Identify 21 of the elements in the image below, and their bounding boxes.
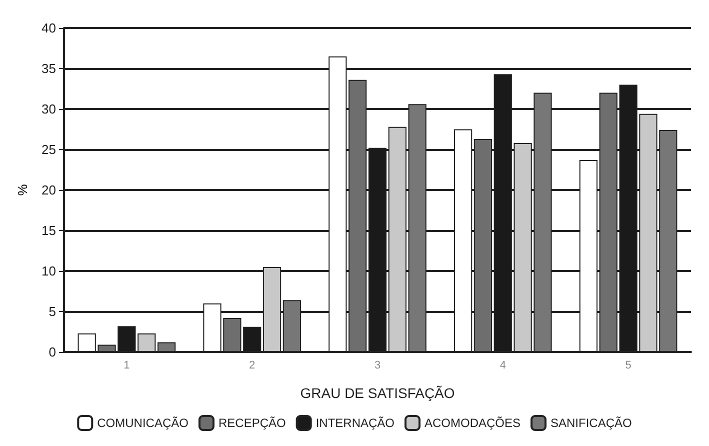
legend-label: COMUNICAÇÃO	[97, 416, 188, 430]
y-tick-label: 35	[42, 61, 56, 76]
legend-label: RECEPÇÃO	[218, 416, 286, 430]
y-tick-label: 30	[42, 102, 56, 116]
legend-label: SANIFICAÇÃO	[550, 416, 632, 430]
x-tick-label: 5	[625, 360, 632, 372]
legend-label: INTERNAÇÃO	[316, 416, 395, 430]
x-axis-title: GRAU DE SATISFAÇÃO	[300, 385, 455, 401]
x-tick-label: 2	[249, 360, 256, 372]
x-tick-label: 3	[374, 360, 381, 372]
y-tick-label: 15	[42, 223, 56, 238]
y-tick-label: 10	[42, 264, 56, 278]
y-tick-label: 5	[48, 304, 56, 319]
legend-label: ACOMODAÇÕES	[424, 416, 521, 430]
y-tick-label: 40	[42, 20, 56, 36]
y-tick-label: 25	[42, 142, 56, 157]
y-axis-title: %	[15, 184, 30, 196]
x-tick-label: 4	[500, 360, 506, 372]
x-tick-label: 1	[124, 360, 130, 372]
y-tick-label: 20	[42, 182, 56, 198]
y-tick-label: 0	[48, 344, 56, 360]
